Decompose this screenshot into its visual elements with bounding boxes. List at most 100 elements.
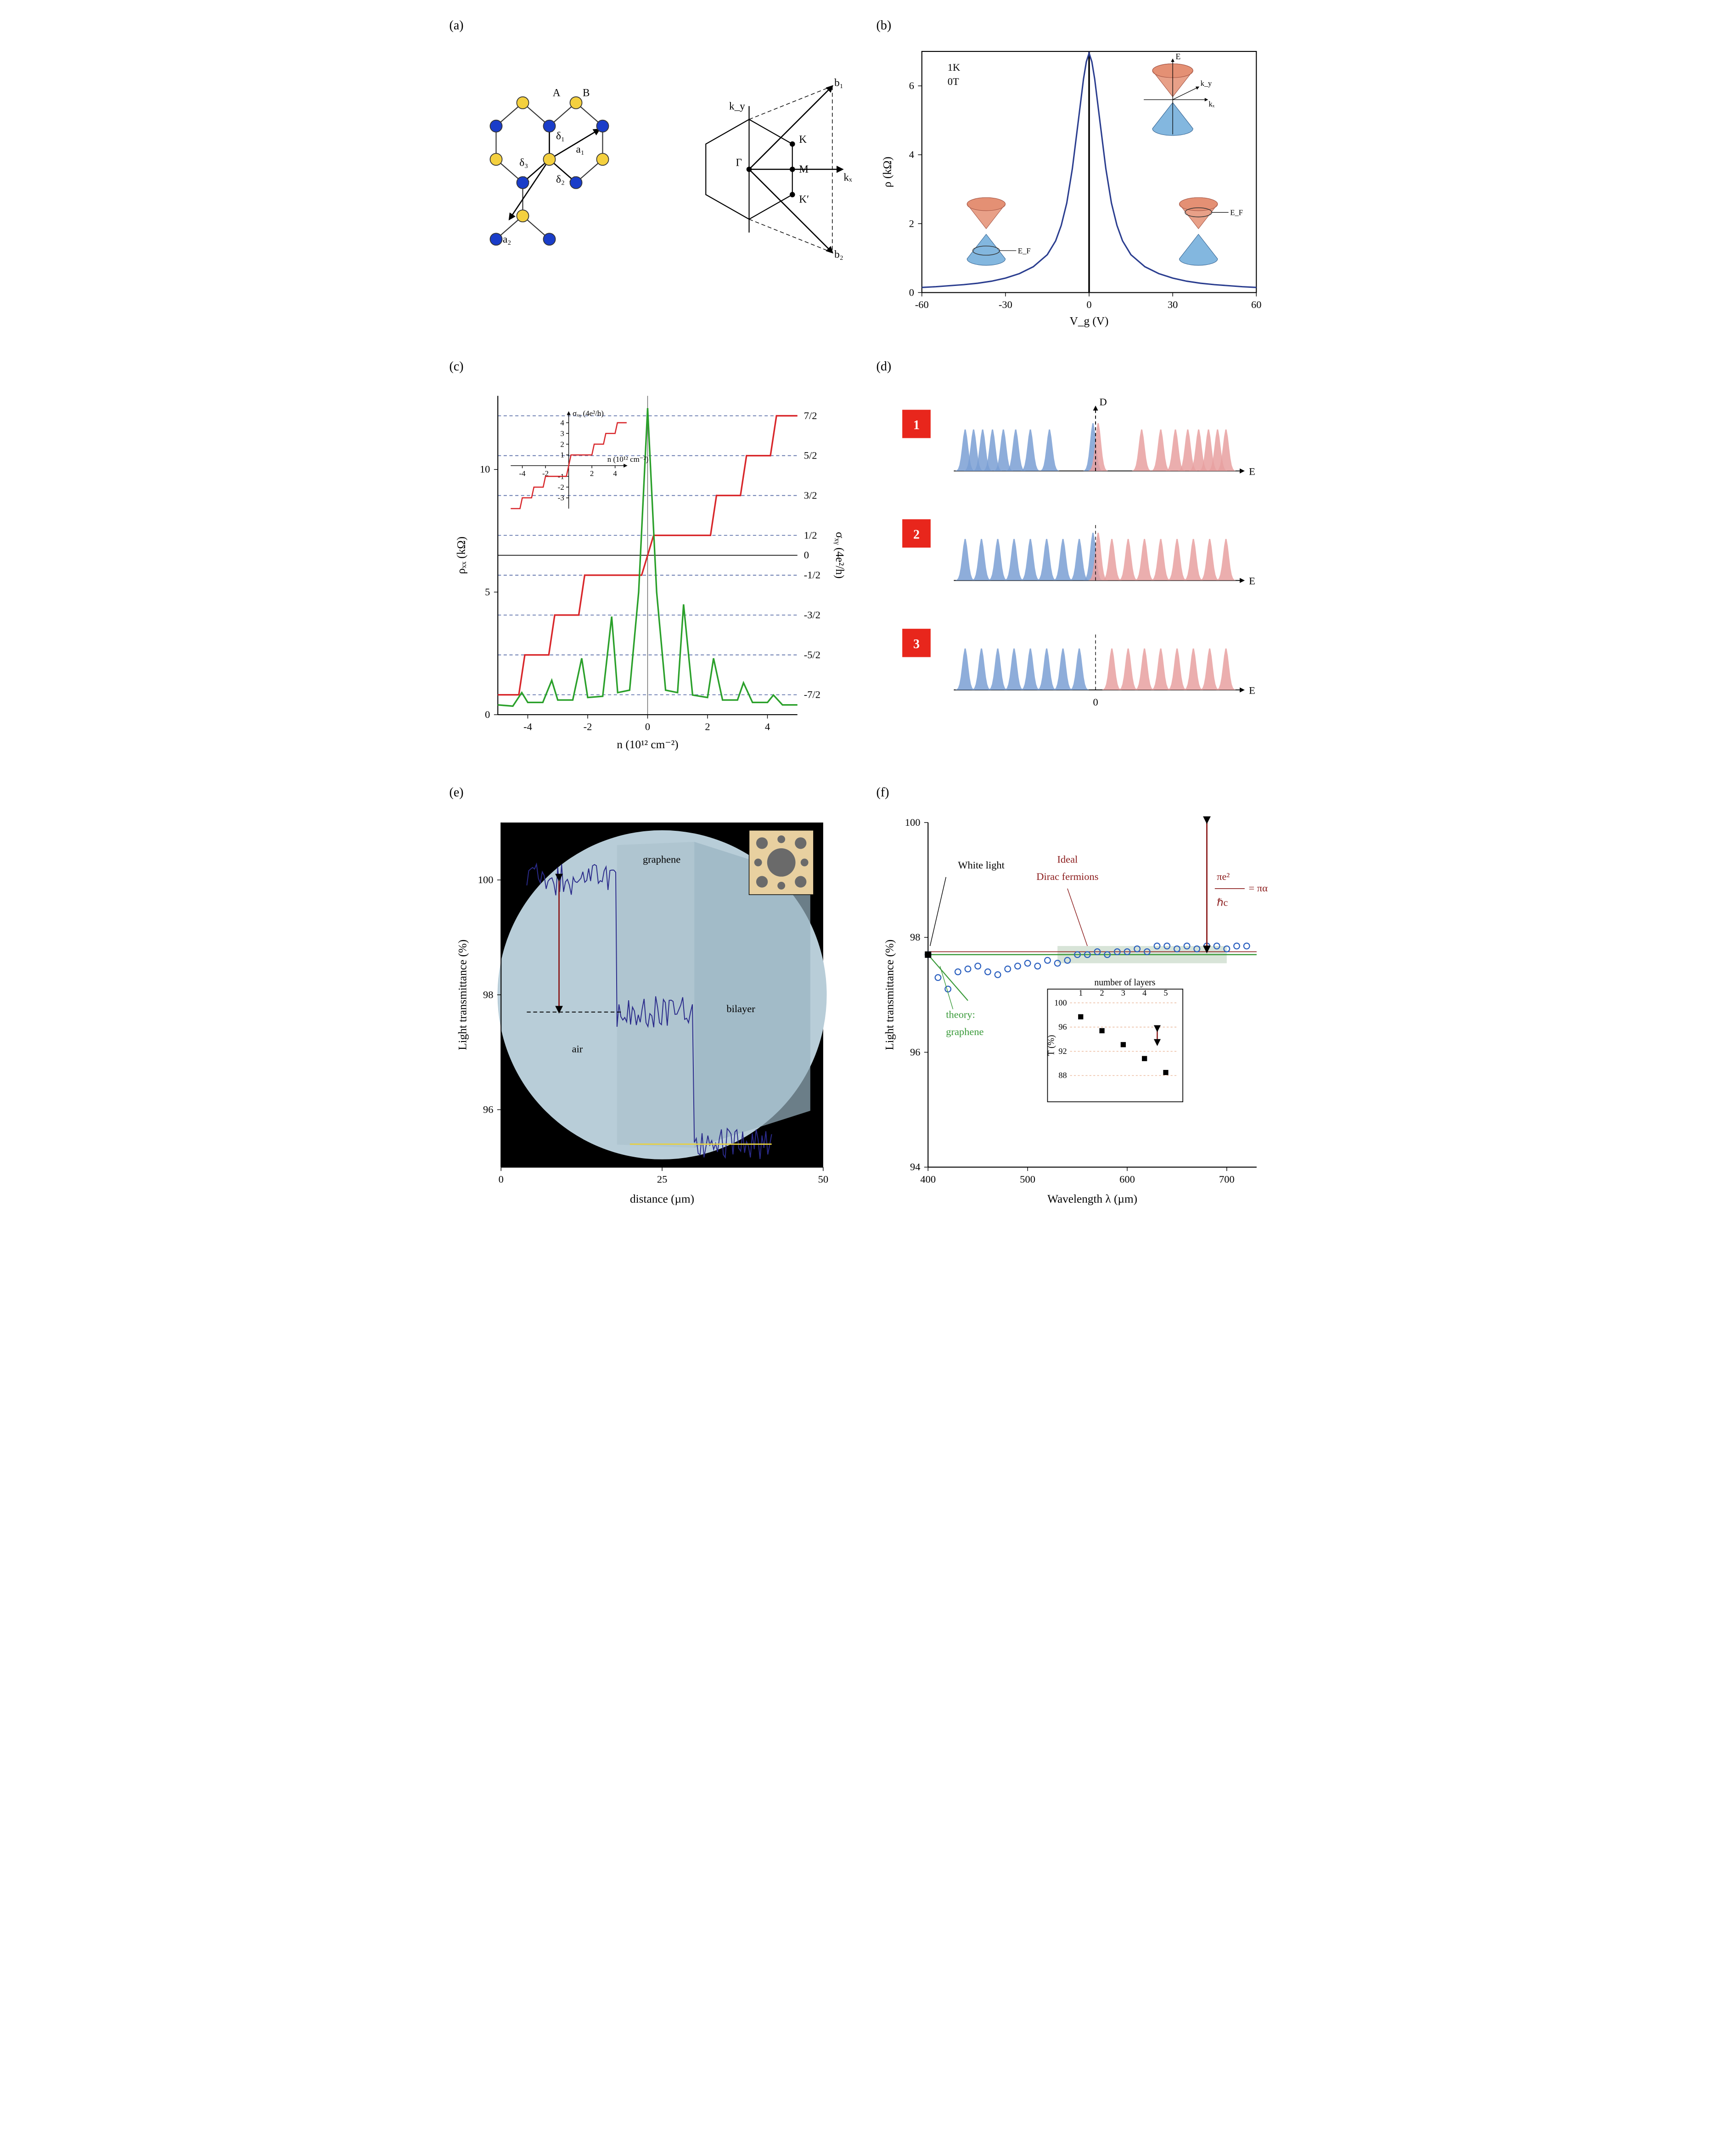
panel-f: (f) 400500600700949698100Wavelength λ (µ…	[877, 785, 1276, 1228]
svg-text:-4: -4	[523, 721, 532, 733]
svg-text:graphene: graphene	[642, 854, 680, 865]
svg-text:Dirac fermions: Dirac fermions	[1036, 871, 1098, 882]
svg-text:distance (µm): distance (µm)	[630, 1193, 694, 1205]
label-B: B	[583, 87, 590, 99]
svg-text:-4: -4	[519, 469, 526, 478]
svg-text:E: E	[1249, 685, 1255, 696]
svg-text:πe²: πe²	[1217, 871, 1230, 882]
svg-text:700: 700	[1219, 1173, 1235, 1185]
panel-a-label: (a)	[450, 18, 849, 33]
svg-text:n (10¹² cm⁻²): n (10¹² cm⁻²)	[617, 738, 678, 751]
panel-e-label: (e)	[450, 785, 849, 800]
panel-d-chart: 1ED2E3E0	[877, 380, 1276, 745]
svg-text:2: 2	[1100, 988, 1104, 997]
svg-text:400: 400	[920, 1173, 936, 1185]
svg-text:σₓᵧ (4e²/h): σₓᵧ (4e²/h)	[573, 409, 604, 418]
svg-text:1: 1	[913, 418, 919, 432]
svg-text:Ideal: Ideal	[1057, 854, 1078, 865]
svg-text:-1/2: -1/2	[804, 570, 820, 581]
svg-text:1: 1	[1079, 988, 1083, 997]
panel-f-chart: 400500600700949698100Wavelength λ (µm)Li…	[877, 806, 1276, 1228]
svg-text:3: 3	[560, 429, 564, 438]
svg-text:2: 2	[590, 469, 593, 478]
svg-text:E: E	[1249, 466, 1255, 477]
svg-text:4: 4	[1142, 988, 1146, 997]
svg-text:δ₁: δ₁	[556, 130, 565, 142]
svg-text:Light transmittance (%): Light transmittance (%)	[456, 940, 469, 1050]
svg-text:1K: 1K	[947, 62, 960, 73]
svg-text:K′: K′	[799, 193, 809, 205]
svg-text:0: 0	[645, 721, 650, 733]
svg-text:air: air	[572, 1043, 583, 1054]
svg-text:7/2: 7/2	[804, 410, 817, 421]
panel-f-label: (f)	[877, 785, 1276, 800]
svg-text:D: D	[1099, 396, 1107, 408]
svg-text:number of layers: number of layers	[1094, 977, 1155, 987]
svg-text:2: 2	[909, 218, 914, 229]
svg-text:Wavelength λ (µm): Wavelength λ (µm)	[1047, 1193, 1137, 1205]
svg-text:3: 3	[1121, 988, 1125, 997]
svg-text:-3: -3	[557, 494, 564, 503]
svg-text:ρₓₓ (kΩ): ρₓₓ (kΩ)	[455, 537, 467, 574]
svg-text:60: 60	[1251, 299, 1261, 310]
svg-text:K: K	[799, 134, 807, 146]
svg-text:600: 600	[1119, 1173, 1135, 1185]
svg-text:4: 4	[613, 469, 617, 478]
svg-text:Γ: Γ	[736, 157, 742, 169]
svg-text:10: 10	[479, 464, 489, 475]
svg-text:E: E	[1249, 575, 1255, 587]
panel-b-chart: -60-30030600246V_g (V)ρ (kΩ)1K0TEkₓk_yE_…	[877, 39, 1276, 336]
svg-text:σₓᵧ (4e²/h): σₓᵧ (4e²/h)	[833, 532, 846, 579]
panel-b-label: (b)	[877, 18, 1276, 33]
svg-text:ρ (kΩ): ρ (kΩ)	[881, 157, 893, 187]
svg-text:25: 25	[657, 1173, 667, 1185]
brillouin-zone: kₓ k_y Γ K M K′ b₁ b₂	[706, 77, 852, 261]
svg-text:5: 5	[485, 586, 490, 598]
svg-text:0T: 0T	[947, 76, 959, 87]
svg-text:bilayer: bilayer	[726, 1003, 755, 1014]
panel-c-label: (c)	[450, 359, 849, 374]
svg-text:n (10¹² cm⁻²): n (10¹² cm⁻²)	[607, 455, 648, 464]
svg-text:0: 0	[1093, 696, 1098, 708]
svg-text:0: 0	[1086, 299, 1091, 310]
svg-text:98: 98	[910, 931, 920, 943]
svg-text:graphene: graphene	[946, 1026, 983, 1037]
svg-text:100: 100	[905, 817, 920, 828]
svg-text:2: 2	[705, 721, 710, 733]
svg-text:50: 50	[818, 1173, 828, 1185]
svg-text:ℏc: ℏc	[1217, 896, 1228, 908]
svg-text:5: 5	[1163, 988, 1168, 997]
svg-text:500: 500	[1020, 1173, 1035, 1185]
svg-text:-60: -60	[915, 299, 928, 310]
svg-text:5/2: 5/2	[804, 450, 817, 461]
svg-text:V_g (V): V_g (V)	[1069, 315, 1108, 327]
svg-text:δ₃: δ₃	[519, 157, 528, 169]
svg-text:3: 3	[913, 637, 919, 651]
svg-text:0: 0	[485, 709, 490, 720]
panel-b: (b) -60-30030600246V_g (V)ρ (kΩ)1K0TEkₓk…	[877, 18, 1276, 336]
panel-a-chart: A B δ₁ δ₂ δ₃ a₁ a₂ kₓ k_y	[450, 39, 849, 276]
honeycomb-lattice: A B δ₁ δ₂ δ₃ a₁ a₂	[490, 87, 608, 245]
svg-text:E_F: E_F	[1230, 208, 1243, 217]
svg-text:0: 0	[804, 549, 809, 561]
svg-text:4: 4	[560, 419, 564, 427]
svg-text:0: 0	[909, 286, 914, 298]
svg-text:b₂: b₂	[834, 249, 843, 261]
svg-text:100: 100	[478, 874, 493, 885]
svg-text:96: 96	[1058, 1022, 1067, 1031]
svg-text:δ₂: δ₂	[556, 174, 565, 185]
svg-text:-5/2: -5/2	[804, 649, 820, 661]
panel-e-chart: 025509698100distance (µm)Light transmitt…	[450, 806, 849, 1228]
svg-text:k_y: k_y	[1200, 79, 1212, 88]
svg-text:kₓ: kₓ	[1208, 100, 1214, 108]
svg-text:4: 4	[909, 149, 914, 160]
svg-text:E_F: E_F	[1017, 246, 1030, 255]
svg-text:theory:: theory:	[946, 1008, 975, 1020]
svg-text:98: 98	[483, 989, 493, 1000]
svg-text:White light: White light	[958, 859, 1005, 871]
svg-text:-2: -2	[583, 721, 592, 733]
svg-text:b₁: b₁	[834, 77, 843, 89]
panel-c: (c) 7/25/23/21/20-1/2-3/2-5/2-7/2-4-2024…	[450, 359, 849, 762]
svg-text:kₓ: kₓ	[843, 172, 852, 184]
figure-grid: (a)	[450, 18, 1276, 1228]
